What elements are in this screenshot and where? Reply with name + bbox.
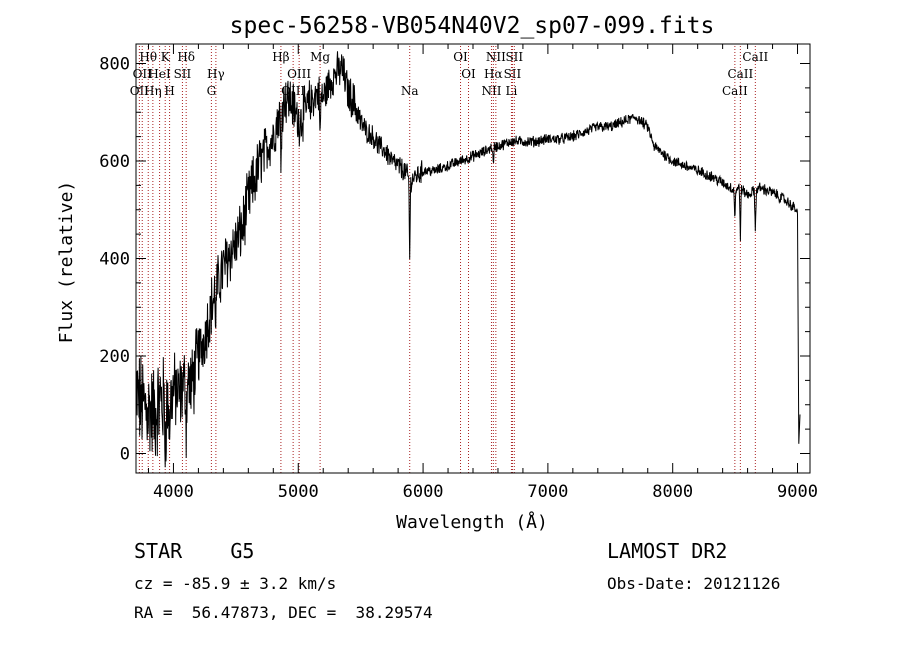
coordinates: RA = 56.47873, DEC = 38.29574 xyxy=(134,603,433,622)
line-label: OII xyxy=(133,67,153,81)
line-label: OI xyxy=(453,50,468,64)
line-label: SII xyxy=(504,67,522,81)
spectrum-line xyxy=(135,51,801,468)
line-label: OII xyxy=(130,84,150,98)
x-axis-label: Wavelength (Å) xyxy=(396,511,548,533)
line-label: CaII xyxy=(722,84,748,98)
x-tick-label: 8000 xyxy=(652,482,693,502)
y-tick-label: 600 xyxy=(99,152,130,172)
y-tick-label: 400 xyxy=(99,250,130,270)
line-label: Na xyxy=(401,84,419,98)
line-label: NII xyxy=(486,50,506,64)
observation-date: Obs-Date: 20121126 xyxy=(607,574,781,593)
y-axis-label: Flux (relative) xyxy=(56,181,77,344)
line-label: HeI xyxy=(148,67,171,81)
line-label: OI xyxy=(461,67,476,81)
spectrum-series xyxy=(135,51,801,468)
line-label: CaII xyxy=(742,50,768,64)
line-label: Li xyxy=(506,84,518,98)
x-tick-label: 6000 xyxy=(403,482,444,502)
survey-name: LAMOST DR2 xyxy=(607,539,728,563)
line-label: K xyxy=(161,50,171,64)
chart-title: spec-56258-VB054N40V2_sp07-099.fits xyxy=(230,13,715,39)
x-tick-label: 4000 xyxy=(153,482,194,502)
spectral-line-markers: OIIOIIHθHηHeIKHSIIHδGHγHβOIIIOIIIMgNaOIO… xyxy=(130,46,768,473)
axes: 4000 5000 6000 7000 8000 9000 0 200 400 600 800 xyxy=(99,43,818,502)
line-label: Hθ xyxy=(139,50,157,64)
y-tick-label: 800 xyxy=(99,55,130,75)
line-label: Hη xyxy=(144,84,162,98)
y-tick-label: 200 xyxy=(99,347,130,367)
line-label: Mg xyxy=(310,50,330,64)
line-label: Hα xyxy=(484,67,503,81)
line-label: SII xyxy=(505,50,523,64)
line-label: G xyxy=(207,84,217,98)
line-label: Hδ xyxy=(177,50,195,64)
x-tick-label: 7000 xyxy=(527,482,568,502)
line-label: CaII xyxy=(727,67,753,81)
line-label: H xyxy=(164,84,174,98)
y-tick-label: 0 xyxy=(120,445,130,465)
x-tick-label: 5000 xyxy=(278,482,319,502)
line-label: SII xyxy=(174,67,192,81)
redshift-cz: cz = -85.9 ± 3.2 km/s xyxy=(134,574,337,593)
x-tick-label: 9000 xyxy=(777,482,818,502)
line-label: OIII xyxy=(287,67,311,81)
line-label: Hγ xyxy=(207,67,225,81)
object-class: STAR G5 xyxy=(134,539,255,563)
line-label: NII xyxy=(481,84,501,98)
line-label: Hβ xyxy=(272,50,289,64)
